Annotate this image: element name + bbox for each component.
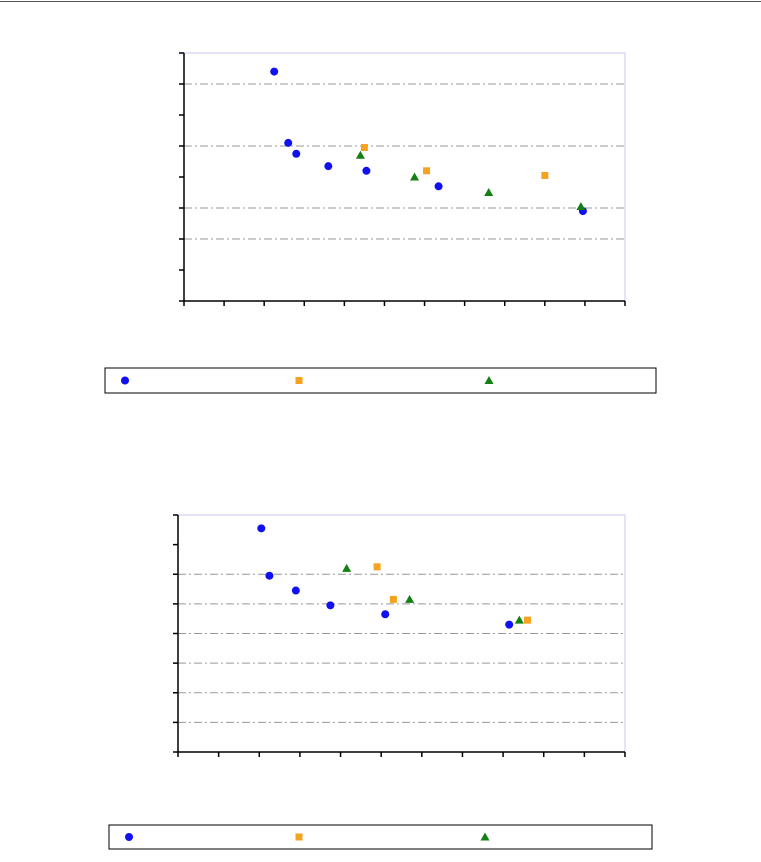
data-point bbox=[291, 586, 300, 595]
data-point bbox=[292, 149, 301, 158]
data-point bbox=[484, 188, 494, 196]
legend-marker bbox=[480, 832, 490, 841]
data-point bbox=[523, 616, 531, 624]
data-point bbox=[576, 201, 586, 210]
legend bbox=[104, 367, 657, 394]
data-point bbox=[362, 166, 371, 175]
data-point bbox=[423, 167, 431, 175]
legend-marker bbox=[295, 377, 303, 384]
data-point bbox=[342, 563, 352, 572]
data-point bbox=[265, 571, 274, 580]
legend bbox=[108, 824, 653, 850]
legend-marker bbox=[295, 833, 303, 841]
data-point bbox=[505, 620, 514, 629]
data-point bbox=[434, 182, 443, 191]
legend-marker bbox=[484, 376, 494, 384]
data-point bbox=[284, 138, 293, 147]
data-point bbox=[355, 150, 365, 159]
data-point bbox=[389, 595, 397, 603]
plot-area bbox=[183, 52, 626, 302]
data-point bbox=[360, 144, 368, 152]
data-point bbox=[270, 67, 279, 76]
legend-marker bbox=[121, 376, 129, 385]
data-point bbox=[514, 615, 524, 624]
data-point bbox=[324, 162, 333, 171]
data-point bbox=[541, 171, 549, 179]
data-point bbox=[257, 524, 266, 533]
data-point bbox=[373, 563, 381, 571]
data-point bbox=[326, 601, 335, 610]
legend-marker bbox=[125, 833, 133, 841]
data-point bbox=[410, 172, 420, 181]
data-point bbox=[405, 594, 415, 603]
data-point bbox=[381, 610, 390, 619]
